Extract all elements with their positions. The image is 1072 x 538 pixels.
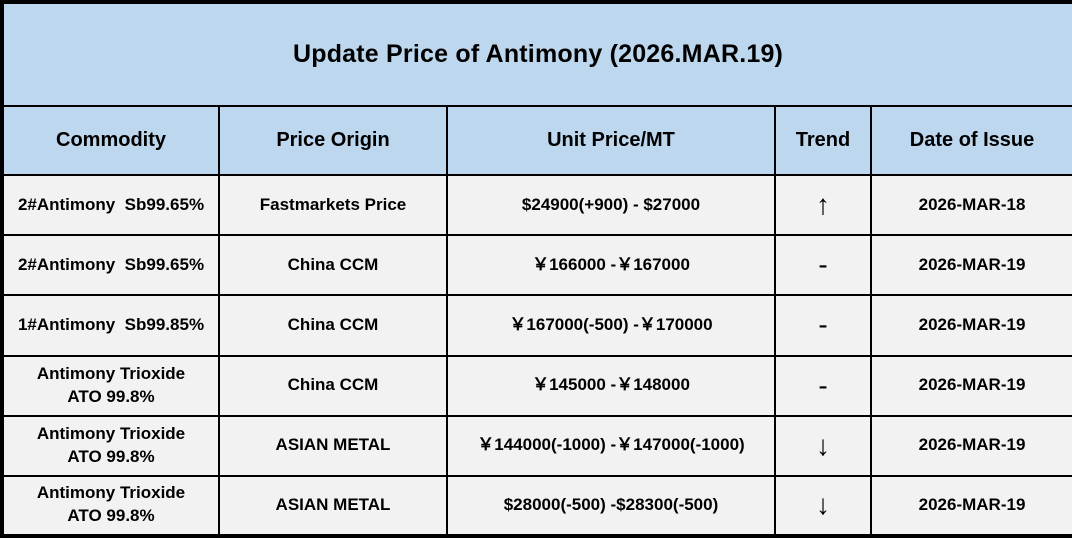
trend-flat-dash-icon: - xyxy=(774,294,872,357)
commodity-cell: 2#Antimony Sb99.65% xyxy=(1,174,220,237)
trend-down-arrow-icon: ↓ xyxy=(774,474,872,538)
date-of-issue-cell: 2026-MAR-19 xyxy=(869,354,1072,417)
price-origin-cell: China CCM xyxy=(218,354,448,417)
unit-price-cell: $28000(-500) -$28300(-500) xyxy=(446,474,776,538)
column-header-price-origin: Price Origin xyxy=(218,104,448,177)
commodity-cell: Antimony Trioxide ATO 99.8% xyxy=(1,474,220,538)
table-row: Antimony Trioxide ATO 99.8% ASIAN METAL … xyxy=(1,414,1072,477)
column-header-trend: Trend xyxy=(774,104,872,177)
table-row: 2#Antimony Sb99.65% China CCM ￥166000 -￥… xyxy=(1,234,1072,297)
price-origin-cell: ASIAN METAL xyxy=(218,414,448,477)
trend-down-arrow-icon: ↓ xyxy=(774,414,872,477)
page-title: Update Price of Antimony (2026.MAR.19) xyxy=(0,1,1072,107)
commodity-cell: Antimony Trioxide ATO 99.8% xyxy=(1,354,220,417)
table-header-row: Commodity Price Origin Unit Price/MT Tre… xyxy=(1,104,1072,177)
unit-price-cell: ￥167000(-500) -￥170000 xyxy=(446,294,776,357)
commodity-cell: 2#Antimony Sb99.65% xyxy=(1,234,220,297)
column-header-date-of-issue: Date of Issue xyxy=(869,104,1072,177)
unit-price-cell: ￥166000 -￥167000 xyxy=(446,234,776,297)
date-of-issue-cell: 2026-MAR-18 xyxy=(869,174,1072,237)
unit-price-cell: ￥145000 -￥148000 xyxy=(446,354,776,417)
price-origin-cell: China CCM xyxy=(218,294,448,357)
unit-price-cell: ￥144000(-1000) -￥147000(-1000) xyxy=(446,414,776,477)
commodity-cell: Antimony Trioxide ATO 99.8% xyxy=(1,414,220,477)
table-row: 1#Antimony Sb99.85% China CCM ￥167000(-5… xyxy=(1,294,1072,357)
price-origin-cell: Fastmarkets Price xyxy=(218,174,448,237)
unit-price-cell: $24900(+900) - $27000 xyxy=(446,174,776,237)
price-origin-cell: ASIAN METAL xyxy=(218,474,448,538)
date-of-issue-cell: 2026-MAR-19 xyxy=(869,294,1072,357)
date-of-issue-cell: 2026-MAR-19 xyxy=(869,414,1072,477)
trend-up-arrow-icon: ↑ xyxy=(774,174,872,237)
column-header-unit-price: Unit Price/MT xyxy=(446,104,776,177)
trend-flat-dash-icon: - xyxy=(774,234,872,297)
trend-flat-dash-icon: - xyxy=(774,354,872,417)
commodity-cell: 1#Antimony Sb99.85% xyxy=(1,294,220,357)
column-header-commodity: Commodity xyxy=(1,104,220,177)
table-row: Antimony Trioxide ATO 99.8% ASIAN METAL … xyxy=(1,474,1072,538)
table-row: Antimony Trioxide ATO 99.8% China CCM ￥1… xyxy=(1,354,1072,417)
table-row: 2#Antimony Sb99.65% Fastmarkets Price $2… xyxy=(1,174,1072,237)
date-of-issue-cell: 2026-MAR-19 xyxy=(869,234,1072,297)
date-of-issue-cell: 2026-MAR-19 xyxy=(869,474,1072,538)
price-origin-cell: China CCM xyxy=(218,234,448,297)
title-row: Update Price of Antimony (2026.MAR.19) xyxy=(0,1,1072,107)
